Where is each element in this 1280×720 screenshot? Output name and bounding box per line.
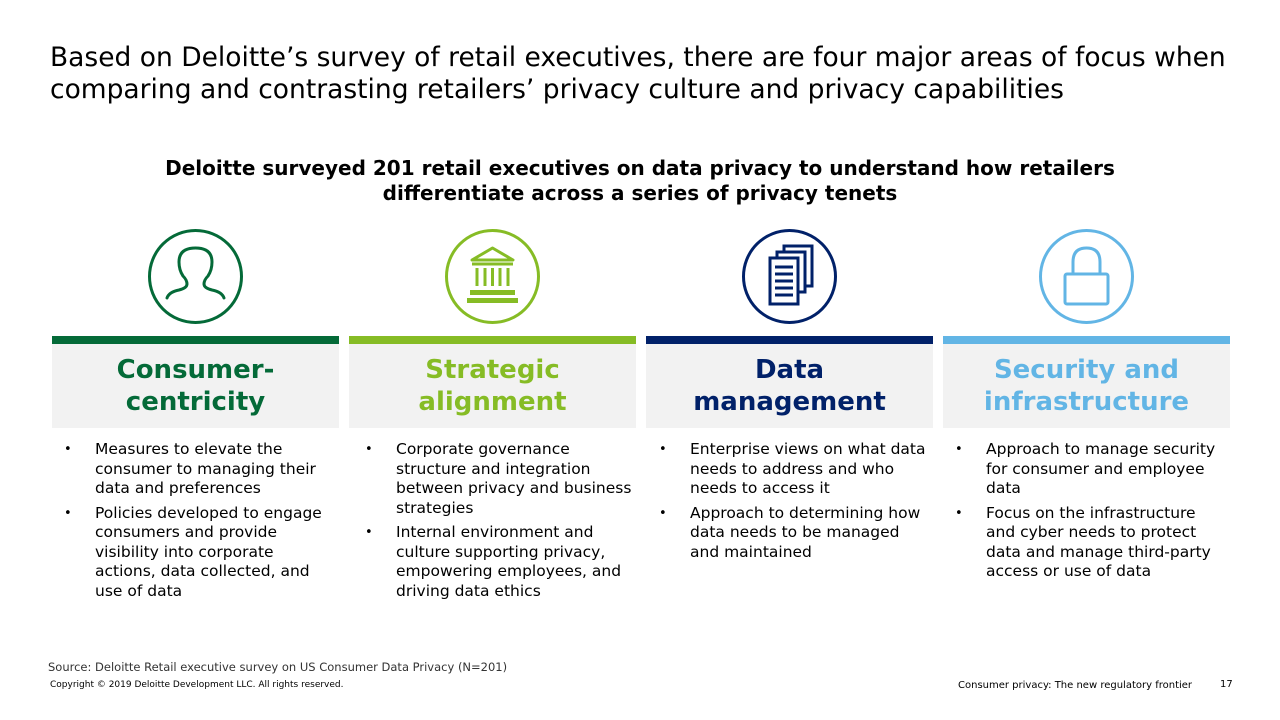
page-number: 17 [1220, 679, 1233, 690]
focus-area-strategic-alignment: Strategic alignment • Corporate governanc… [349, 228, 636, 600]
list-item: • Approach to manage security for consume… [955, 440, 1216, 497]
bullet-list: • Corporate governance structure and inte… [349, 440, 636, 601]
focus-area-heading: Security and infrastructure [943, 344, 1230, 428]
focus-area-heading: Consumer- centricity [52, 344, 339, 428]
bullet-list: • Measures to elevate the consumer to man… [52, 440, 339, 601]
person-icon [148, 229, 243, 324]
color-bar [943, 336, 1230, 344]
list-item: • Internal environment and culture suppor… [365, 523, 622, 600]
institution-icon [445, 229, 540, 324]
list-item: • Policies developed to engage consumers … [64, 503, 322, 600]
bullet-list: • Enterprise views on what data needs to … [646, 440, 933, 562]
source-note: Source: Deloitte Retail executive survey… [48, 660, 508, 674]
list-item: • Approach to determining how data needs … [659, 503, 921, 561]
list-item: • Enterprise views on what data needs to … [659, 440, 926, 497]
report-title: Consumer privacy: The new regulatory fro… [958, 680, 1193, 691]
focus-area-heading: Strategic alignment [349, 344, 636, 428]
color-bar [349, 336, 636, 344]
focus-area-security-infrastructure: Security and infrastructure • Approach to… [943, 228, 1230, 580]
list-item: • Focus on the infrastructure and cyber n… [955, 503, 1211, 581]
list-item: • Corporate governance structure and inte… [365, 440, 632, 517]
lock-icon [1039, 229, 1134, 324]
focus-area-heading: Data management [646, 344, 933, 428]
documents-icon [742, 229, 837, 324]
color-bar [52, 336, 339, 344]
copyright-notice: Copyright © 2019 Deloitte Development LL… [50, 680, 344, 690]
focus-area-data-management: Data management • Enterprise views on wha… [646, 228, 933, 561]
focus-area-consumer-centricity: Consumer- centricity • Measures to elevat… [52, 228, 339, 600]
color-bar [646, 336, 933, 344]
page-title: Based on Deloitte’s survey of retail exe… [50, 42, 1226, 105]
page-subtitle: Deloitte surveyed 201 retail executives … [165, 156, 1115, 205]
list-item: • Measures to elevate the consumer to man… [64, 440, 316, 497]
bullet-list: • Approach to manage security for consume… [943, 440, 1230, 582]
